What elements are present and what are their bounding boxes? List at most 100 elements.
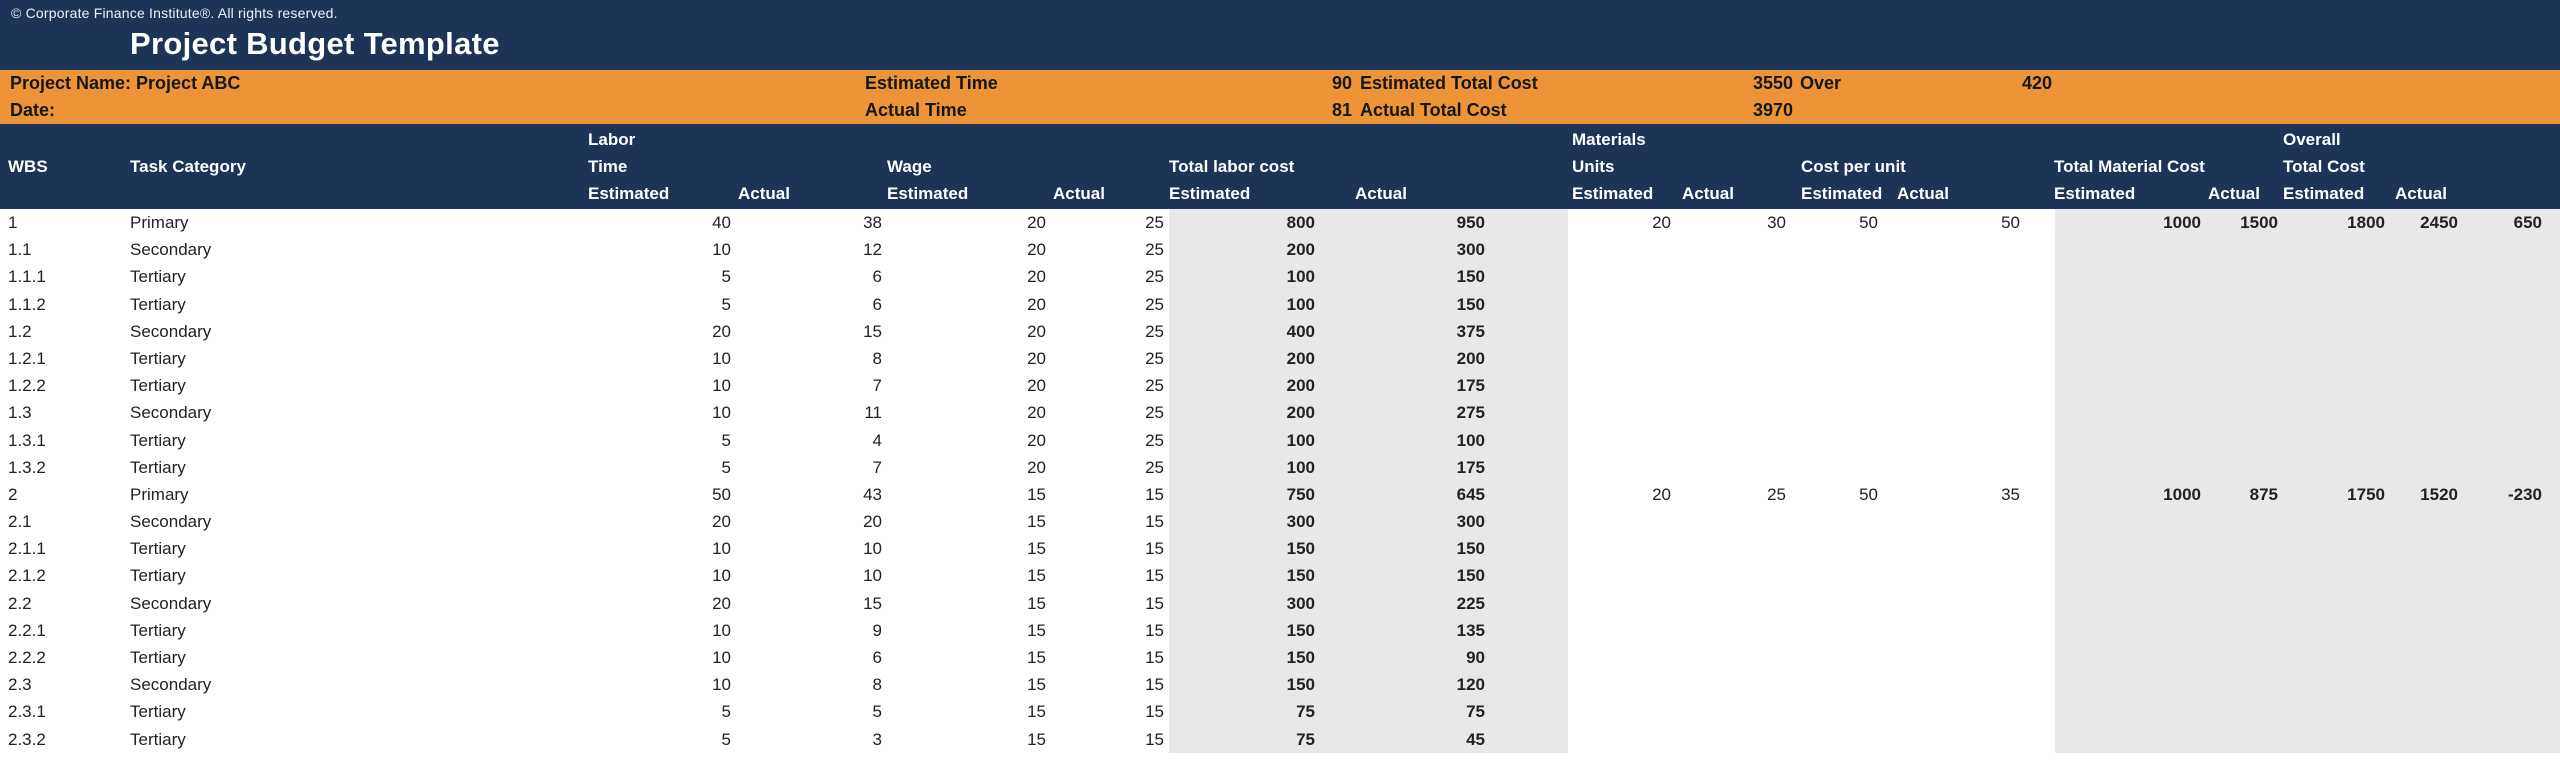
- cell[interactable]: 100: [1286, 430, 1315, 450]
- cell[interactable]: 15: [863, 321, 882, 341]
- cell[interactable]: 1.3.2: [8, 457, 46, 477]
- cell[interactable]: 20: [1027, 457, 1046, 477]
- cell[interactable]: 15: [1027, 729, 1046, 749]
- cell[interactable]: Tertiary: [130, 566, 186, 586]
- cell[interactable]: 950: [1456, 213, 1485, 232]
- cell[interactable]: 1.3: [8, 403, 32, 423]
- cell[interactable]: 15: [1145, 675, 1164, 695]
- cell[interactable]: 300: [1456, 240, 1485, 260]
- cell[interactable]: 25: [1145, 321, 1164, 341]
- cell[interactable]: 5: [721, 294, 731, 314]
- cell[interactable]: 150: [1456, 267, 1485, 287]
- cell[interactable]: 10: [712, 648, 731, 667]
- cell[interactable]: 10: [863, 539, 882, 559]
- cell[interactable]: 75: [1296, 729, 1315, 749]
- cell[interactable]: 6: [872, 648, 882, 667]
- cell[interactable]: Tertiary: [130, 702, 186, 722]
- cell[interactable]: 5: [721, 457, 731, 477]
- cell[interactable]: 2.2.2: [8, 648, 46, 667]
- cell[interactable]: 1.2.2: [8, 376, 46, 396]
- cell[interactable]: 150: [1456, 294, 1485, 314]
- cell[interactable]: 75: [1296, 702, 1315, 722]
- cell[interactable]: 25: [1145, 430, 1164, 450]
- cell[interactable]: 45: [1466, 729, 1485, 749]
- cell[interactable]: 15: [1027, 593, 1046, 613]
- cell[interactable]: 43: [863, 484, 882, 504]
- cell[interactable]: 400: [1286, 321, 1315, 341]
- cell[interactable]: 20: [1027, 267, 1046, 287]
- cell[interactable]: 1.2: [8, 321, 32, 341]
- actual-time-value[interactable]: 81: [1331, 100, 1352, 120]
- cell[interactable]: 25: [1145, 376, 1164, 396]
- cell[interactable]: Tertiary: [130, 457, 186, 477]
- cell[interactable]: 2.1.1: [8, 539, 46, 559]
- cell[interactable]: 10: [712, 376, 731, 396]
- cell[interactable]: 8: [872, 348, 882, 368]
- cell[interactable]: 25: [1145, 213, 1164, 232]
- cell[interactable]: 50: [2001, 213, 2020, 232]
- cell[interactable]: -230: [2507, 484, 2542, 504]
- cell[interactable]: 1.3.1: [8, 430, 46, 450]
- cell[interactable]: 1000: [2163, 213, 2201, 232]
- cell[interactable]: 20: [1027, 240, 1046, 260]
- cell[interactable]: Tertiary: [130, 539, 186, 559]
- cell[interactable]: Secondary: [130, 240, 212, 260]
- cell[interactable]: 15: [1145, 484, 1164, 504]
- cell[interactable]: 150: [1286, 675, 1315, 695]
- cell[interactable]: 2: [8, 484, 18, 504]
- cell[interactable]: 7: [872, 457, 882, 477]
- cell[interactable]: 175: [1456, 376, 1485, 396]
- cell[interactable]: 15: [1027, 484, 1046, 504]
- cell[interactable]: Secondary: [130, 512, 212, 532]
- cell[interactable]: 25: [1145, 240, 1164, 260]
- cell[interactable]: Primary: [130, 213, 189, 232]
- cell[interactable]: 100: [1286, 267, 1315, 287]
- cell[interactable]: 175: [1456, 457, 1485, 477]
- cell[interactable]: 1: [8, 213, 18, 232]
- cell[interactable]: 20: [1027, 430, 1046, 450]
- cell[interactable]: Tertiary: [130, 348, 186, 368]
- cell[interactable]: 2450: [2420, 213, 2458, 232]
- cell[interactable]: 15: [1027, 539, 1046, 559]
- cell[interactable]: 2.3.1: [8, 702, 46, 722]
- cell[interactable]: 1800: [2347, 213, 2385, 232]
- cell[interactable]: 150: [1286, 539, 1315, 559]
- cell[interactable]: 15: [1145, 539, 1164, 559]
- cell[interactable]: 100: [1456, 430, 1485, 450]
- cell[interactable]: 2.3.2: [8, 729, 46, 749]
- cell[interactable]: 100: [1286, 457, 1315, 477]
- cell[interactable]: 6: [872, 267, 882, 287]
- cell[interactable]: 1000: [2163, 484, 2201, 504]
- cell[interactable]: 10: [712, 620, 731, 640]
- cell[interactable]: 20: [1027, 213, 1046, 232]
- cell[interactable]: 8: [872, 675, 882, 695]
- cell[interactable]: Tertiary: [130, 729, 186, 749]
- cell[interactable]: Secondary: [130, 593, 212, 613]
- cell[interactable]: Tertiary: [130, 620, 186, 640]
- cell[interactable]: 135: [1456, 620, 1485, 640]
- cell[interactable]: 3: [872, 729, 882, 749]
- cell[interactable]: 1.1.2: [8, 294, 46, 314]
- cell[interactable]: 225: [1456, 593, 1485, 613]
- cell[interactable]: 1.1: [8, 240, 32, 260]
- cell[interactable]: 750: [1286, 484, 1315, 504]
- cell[interactable]: Tertiary: [130, 294, 186, 314]
- cell[interactable]: 1750: [2347, 484, 2385, 504]
- cell[interactable]: 5: [721, 267, 731, 287]
- cell[interactable]: 200: [1286, 403, 1315, 423]
- cell[interactable]: 150: [1456, 539, 1485, 559]
- cell[interactable]: 4: [872, 430, 882, 450]
- cell[interactable]: 2.1.2: [8, 566, 46, 586]
- cell[interactable]: 10: [712, 566, 731, 586]
- cell[interactable]: 5: [872, 702, 882, 722]
- cell[interactable]: 15: [1145, 512, 1164, 532]
- cell[interactable]: 20: [712, 593, 731, 613]
- cell[interactable]: 25: [1145, 457, 1164, 477]
- cell[interactable]: 1520: [2420, 484, 2458, 504]
- cell[interactable]: 15: [863, 593, 882, 613]
- cell[interactable]: 100: [1286, 294, 1315, 314]
- cell[interactable]: Tertiary: [130, 267, 186, 287]
- cell[interactable]: 7: [872, 376, 882, 396]
- cell[interactable]: 20: [1027, 376, 1046, 396]
- cell[interactable]: 12: [863, 240, 882, 260]
